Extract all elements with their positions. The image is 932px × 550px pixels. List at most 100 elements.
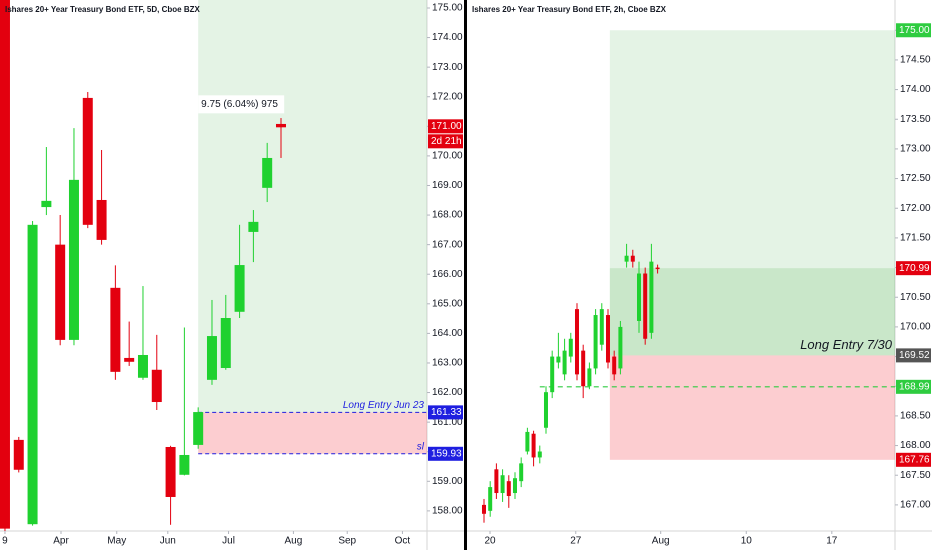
- y-tick-label: 173.50: [900, 114, 931, 125]
- chart-title: Ishares 20+ Year Treasury Bond ETF, 5D, …: [5, 5, 200, 14]
- y-tick-label: 170.50: [900, 292, 931, 303]
- profit-zone: [609, 268, 895, 356]
- price-tag: [896, 379, 931, 394]
- countdown-tag: [428, 134, 463, 149]
- price-tag: [428, 119, 463, 134]
- y-tick-label: 158.00: [432, 506, 463, 517]
- x-tick-label: Jun: [160, 536, 176, 547]
- x-tick-label: Oct: [395, 536, 411, 547]
- candle-body: [655, 267, 660, 270]
- candle-body: [220, 318, 231, 369]
- y-tick-label: 168.00: [432, 210, 463, 221]
- candle-body: [636, 273, 641, 321]
- candle-body: [275, 123, 286, 127]
- x-tick-label: 9: [2, 536, 8, 547]
- countdown-label: 2d 21h: [431, 136, 462, 147]
- candle-body: [562, 350, 567, 375]
- y-tick-label: 174.00: [432, 32, 463, 43]
- y-tick-label: 172.00: [900, 203, 931, 214]
- entry-label: Long Entry Jun 23: [343, 400, 425, 411]
- y-tick-label: 174.00: [900, 84, 931, 95]
- x-tick-label: 17: [826, 536, 838, 547]
- price-tag-label: 169.52: [899, 350, 930, 361]
- candle-body: [550, 356, 555, 393]
- candle-body: [13, 439, 24, 470]
- candle-body: [110, 287, 121, 372]
- stop-zone: [198, 412, 427, 454]
- y-tick-label: 175.00: [432, 3, 463, 14]
- y-tick-label: 166.00: [432, 269, 463, 280]
- y-tick-label: 164.00: [432, 328, 463, 339]
- plot-area: [481, 30, 895, 523]
- y-tick-label: 168.50: [900, 411, 931, 422]
- candle-body: [612, 356, 617, 375]
- candle-body: [494, 469, 499, 494]
- candle-body: [519, 463, 524, 482]
- candle-body: [96, 199, 107, 240]
- price-tag-label: 175.00: [899, 25, 930, 36]
- candle-body: [206, 336, 217, 380]
- price-tag-label: 171.00: [431, 121, 462, 132]
- y-tick-label: 165.00: [432, 298, 463, 309]
- y-tick-label: 159.00: [432, 476, 463, 487]
- stop-zone: [609, 355, 895, 460]
- candle-body: [55, 244, 66, 340]
- price-tag-label: 170.99: [899, 263, 930, 274]
- y-tick-label: 169.00: [432, 180, 463, 191]
- plot-area: [0, 0, 427, 531]
- y-tick-label: 170.00: [900, 322, 931, 333]
- y-tick-label: 173.00: [432, 62, 463, 73]
- y-tick-label: 171.50: [900, 233, 931, 244]
- candle-body: [262, 157, 273, 188]
- candle-body: [512, 478, 517, 494]
- price-tag-label: 167.76: [899, 454, 930, 465]
- candle-body: [581, 350, 586, 387]
- y-tick-label: 161.00: [432, 417, 463, 428]
- price-tag-label: 168.99: [899, 381, 930, 392]
- price-tag: [896, 348, 931, 363]
- candle-body: [248, 221, 259, 232]
- candle-body: [543, 392, 548, 428]
- price-tag-label: 159.93: [431, 448, 462, 459]
- candle-body: [41, 200, 52, 208]
- x-tick-label: Sep: [338, 536, 356, 547]
- candle-body: [165, 446, 176, 497]
- candle-body: [624, 255, 629, 262]
- candle-body: [506, 481, 511, 496]
- stop-label: sl: [417, 441, 425, 452]
- candle-body: [124, 357, 135, 362]
- candle-body: [618, 326, 623, 369]
- candle-body: [537, 451, 542, 458]
- x-tick-label: May: [107, 536, 126, 547]
- candle-body: [137, 354, 148, 378]
- candle-body: [0, 0, 10, 529]
- candle-body: [68, 179, 79, 340]
- candle-body: [488, 487, 493, 511]
- price-tag: [896, 452, 931, 467]
- price-tag-label: 161.33: [431, 407, 462, 418]
- measure-box: [198, 95, 285, 114]
- x-tick-label: Jul: [222, 536, 235, 547]
- candle-body: [82, 97, 93, 225]
- y-tick-label: 170.00: [432, 151, 463, 162]
- candle-body: [568, 338, 573, 357]
- y-tick-label: 168.00: [900, 440, 931, 451]
- candle-body: [643, 273, 648, 339]
- measure-label: 9.75 (6.04%) 975: [201, 99, 278, 110]
- y-tick-label: 172.50: [900, 173, 931, 184]
- candle-body: [605, 315, 610, 363]
- candle-body: [599, 309, 604, 345]
- y-tick-label: 173.00: [900, 144, 931, 155]
- target-zone: [609, 30, 895, 356]
- y-tick-label: 167.00: [432, 239, 463, 250]
- x-tick-label: 27: [570, 536, 582, 547]
- x-tick-label: 20: [484, 536, 496, 547]
- y-tick-label: 172.00: [432, 91, 463, 102]
- y-tick-label: 167.00: [900, 500, 931, 511]
- y-tick-label: 167.50: [900, 470, 931, 481]
- candle-body: [27, 224, 38, 525]
- x-tick-label: Aug: [652, 536, 670, 547]
- x-tick-label: Aug: [285, 536, 303, 547]
- y-tick-label: 163.00: [432, 358, 463, 369]
